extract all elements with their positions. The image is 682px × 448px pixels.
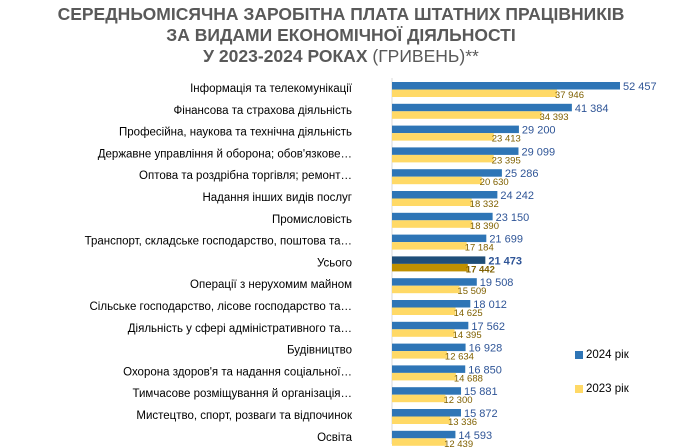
legend-swatch-2023 <box>575 385 583 393</box>
legend-item-2024: 2024 рік <box>575 349 629 361</box>
category-label: Будівництво <box>287 345 352 357</box>
category-label: Мистецтво, спорт, розваги та відпочинок <box>136 410 353 422</box>
bar-2023 <box>392 329 455 337</box>
bar-2024 <box>392 147 519 155</box>
value-label-2023: 12 634 <box>445 352 474 363</box>
value-label-2023: 15 509 <box>457 286 486 297</box>
bar-2023 <box>392 198 472 206</box>
bar-2023 <box>392 263 468 272</box>
value-label-2024: 41 384 <box>575 103 609 115</box>
bar-2024 <box>392 387 462 395</box>
bar-2023 <box>392 176 482 185</box>
bar-2023 <box>392 372 456 381</box>
value-label-2023: 37 946 <box>555 90 584 101</box>
bar-2024 <box>392 234 487 243</box>
category-label: Державне управління й оборона; обов'язко… <box>98 148 352 160</box>
bar-2023 <box>392 307 456 315</box>
value-label-2023: 18 390 <box>470 221 499 232</box>
bar-2023 <box>392 351 447 359</box>
title-line-3-main: У 2023-2024 РОКАХ <box>203 46 368 66</box>
category-label: Транспорт, складське господарство, пошто… <box>85 236 352 248</box>
bar-2024 <box>392 125 519 134</box>
bar-2023 <box>392 242 467 250</box>
category-label: Надання інших видів послуг <box>202 192 352 204</box>
legend-swatch-2024 <box>575 351 583 359</box>
title-line-1: СЕРЕДНЬОМІСЯЧНА ЗАРОБІТНА ПЛАТА ШТАТНИХ … <box>57 4 625 24</box>
bar-2024 <box>392 256 486 264</box>
category-label: Інформація та телекомунікації <box>190 83 353 95</box>
value-label-2023: 14 688 <box>454 373 483 384</box>
value-label-2023: 14 625 <box>454 308 483 319</box>
legend-label-2024: 2024 рік <box>586 349 629 361</box>
value-label-2024: 21 473 <box>488 255 522 267</box>
category-label: Сільське господарство, лісове господарст… <box>90 301 353 313</box>
value-label-2024: 29 099 <box>521 146 555 158</box>
value-label-2024: 23 150 <box>496 212 530 224</box>
bar-2024 <box>392 409 461 417</box>
value-label-2023: 13 336 <box>448 417 477 428</box>
value-label-2023: 23 413 <box>492 134 521 145</box>
bar-2024 <box>392 169 502 177</box>
bar-2024 <box>392 300 471 308</box>
value-label-2023: 23 395 <box>492 155 521 166</box>
legend-item-2023: 2023 рік <box>575 383 629 395</box>
value-label-2023: 20 630 <box>480 177 509 188</box>
bar-2023 <box>392 133 494 141</box>
bar-2024 <box>392 82 620 90</box>
bar-2023 <box>392 220 472 228</box>
category-label: Фінансова та страхова діяльність <box>174 105 352 117</box>
value-label-2024: 15 881 <box>464 386 498 398</box>
value-label-2024: 25 286 <box>505 168 539 180</box>
value-label-2024: 24 242 <box>500 190 534 202</box>
category-label: Тимчасове розміщування й організація… <box>132 388 352 400</box>
value-label-2023: 17 442 <box>466 264 495 275</box>
category-label: Операції з нерухомим майном <box>190 279 352 291</box>
value-label-2024: 17 562 <box>471 321 505 333</box>
bar-2024 <box>392 278 477 286</box>
title-suffix: (ГРИВЕНЬ)** <box>372 46 479 66</box>
value-label-2024: 18 012 <box>473 299 507 311</box>
bar-2023 <box>392 416 450 424</box>
bar-2023 <box>392 154 494 163</box>
bar-2024 <box>392 430 456 439</box>
category-label: Охорона здоров'я та надання соціальної… <box>123 366 352 378</box>
category-label: Усього <box>317 257 352 269</box>
value-label-2024: 52 457 <box>623 81 657 93</box>
value-label-2023: 18 332 <box>470 199 499 210</box>
category-label: Промисловість <box>272 214 352 226</box>
category-label: Діяльність у сфері адміністративного та… <box>128 323 352 335</box>
bar-2023 <box>392 394 446 403</box>
category-label: Професійна, наукова та технічна діяльніс… <box>119 127 352 139</box>
value-label-2023: 12 300 <box>443 395 472 406</box>
category-label: Освіта <box>317 432 352 444</box>
value-label-2024: 19 508 <box>480 277 514 289</box>
category-label: Оптова та роздрібна торгівля; ремонт… <box>139 170 352 182</box>
value-label-2024: 16 928 <box>469 343 503 355</box>
value-label-2023: 34 393 <box>539 112 568 123</box>
value-label-2023: 12 439 <box>444 439 473 448</box>
bar-2023 <box>392 89 557 97</box>
chart-title: СЕРЕДНЬОМІСЯЧНА ЗАРОБІТНА ПЛАТА ШТАТНИХ … <box>0 4 682 67</box>
value-label-2024: 29 200 <box>522 125 556 137</box>
bar-2024 <box>392 321 469 330</box>
bar-2024 <box>392 103 572 112</box>
bar-2024 <box>392 212 493 221</box>
value-label-2024: 16 850 <box>468 364 502 376</box>
value-label-2024: 14 593 <box>458 430 492 442</box>
bar-2023 <box>392 111 542 119</box>
bar-2023 <box>392 285 460 294</box>
value-label-2024: 21 699 <box>489 234 523 246</box>
bar-2024 <box>392 365 466 373</box>
value-label-2023: 17 184 <box>465 243 494 254</box>
title-line-2: ЗА ВИДАМИ ЕКОНОМІЧНОЇ ДІЯЛЬНОСТІ <box>166 25 516 45</box>
value-label-2023: 14 395 <box>453 330 482 341</box>
legend-label-2023: 2023 рік <box>586 383 629 395</box>
title-line-3: У 2023-2024 РОКАХ (ГРИВЕНЬ)** <box>0 46 682 67</box>
bar-2023 <box>392 438 447 446</box>
bar-2024 <box>392 191 498 199</box>
bar-2024 <box>392 343 466 352</box>
value-label-2024: 15 872 <box>464 408 498 420</box>
